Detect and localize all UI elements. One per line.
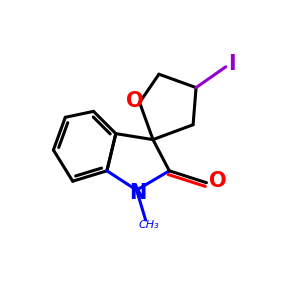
Text: O: O xyxy=(209,171,226,191)
Text: O: O xyxy=(126,91,144,111)
Text: N: N xyxy=(129,182,147,203)
Text: I: I xyxy=(229,54,236,74)
Text: CH₃: CH₃ xyxy=(138,220,159,230)
